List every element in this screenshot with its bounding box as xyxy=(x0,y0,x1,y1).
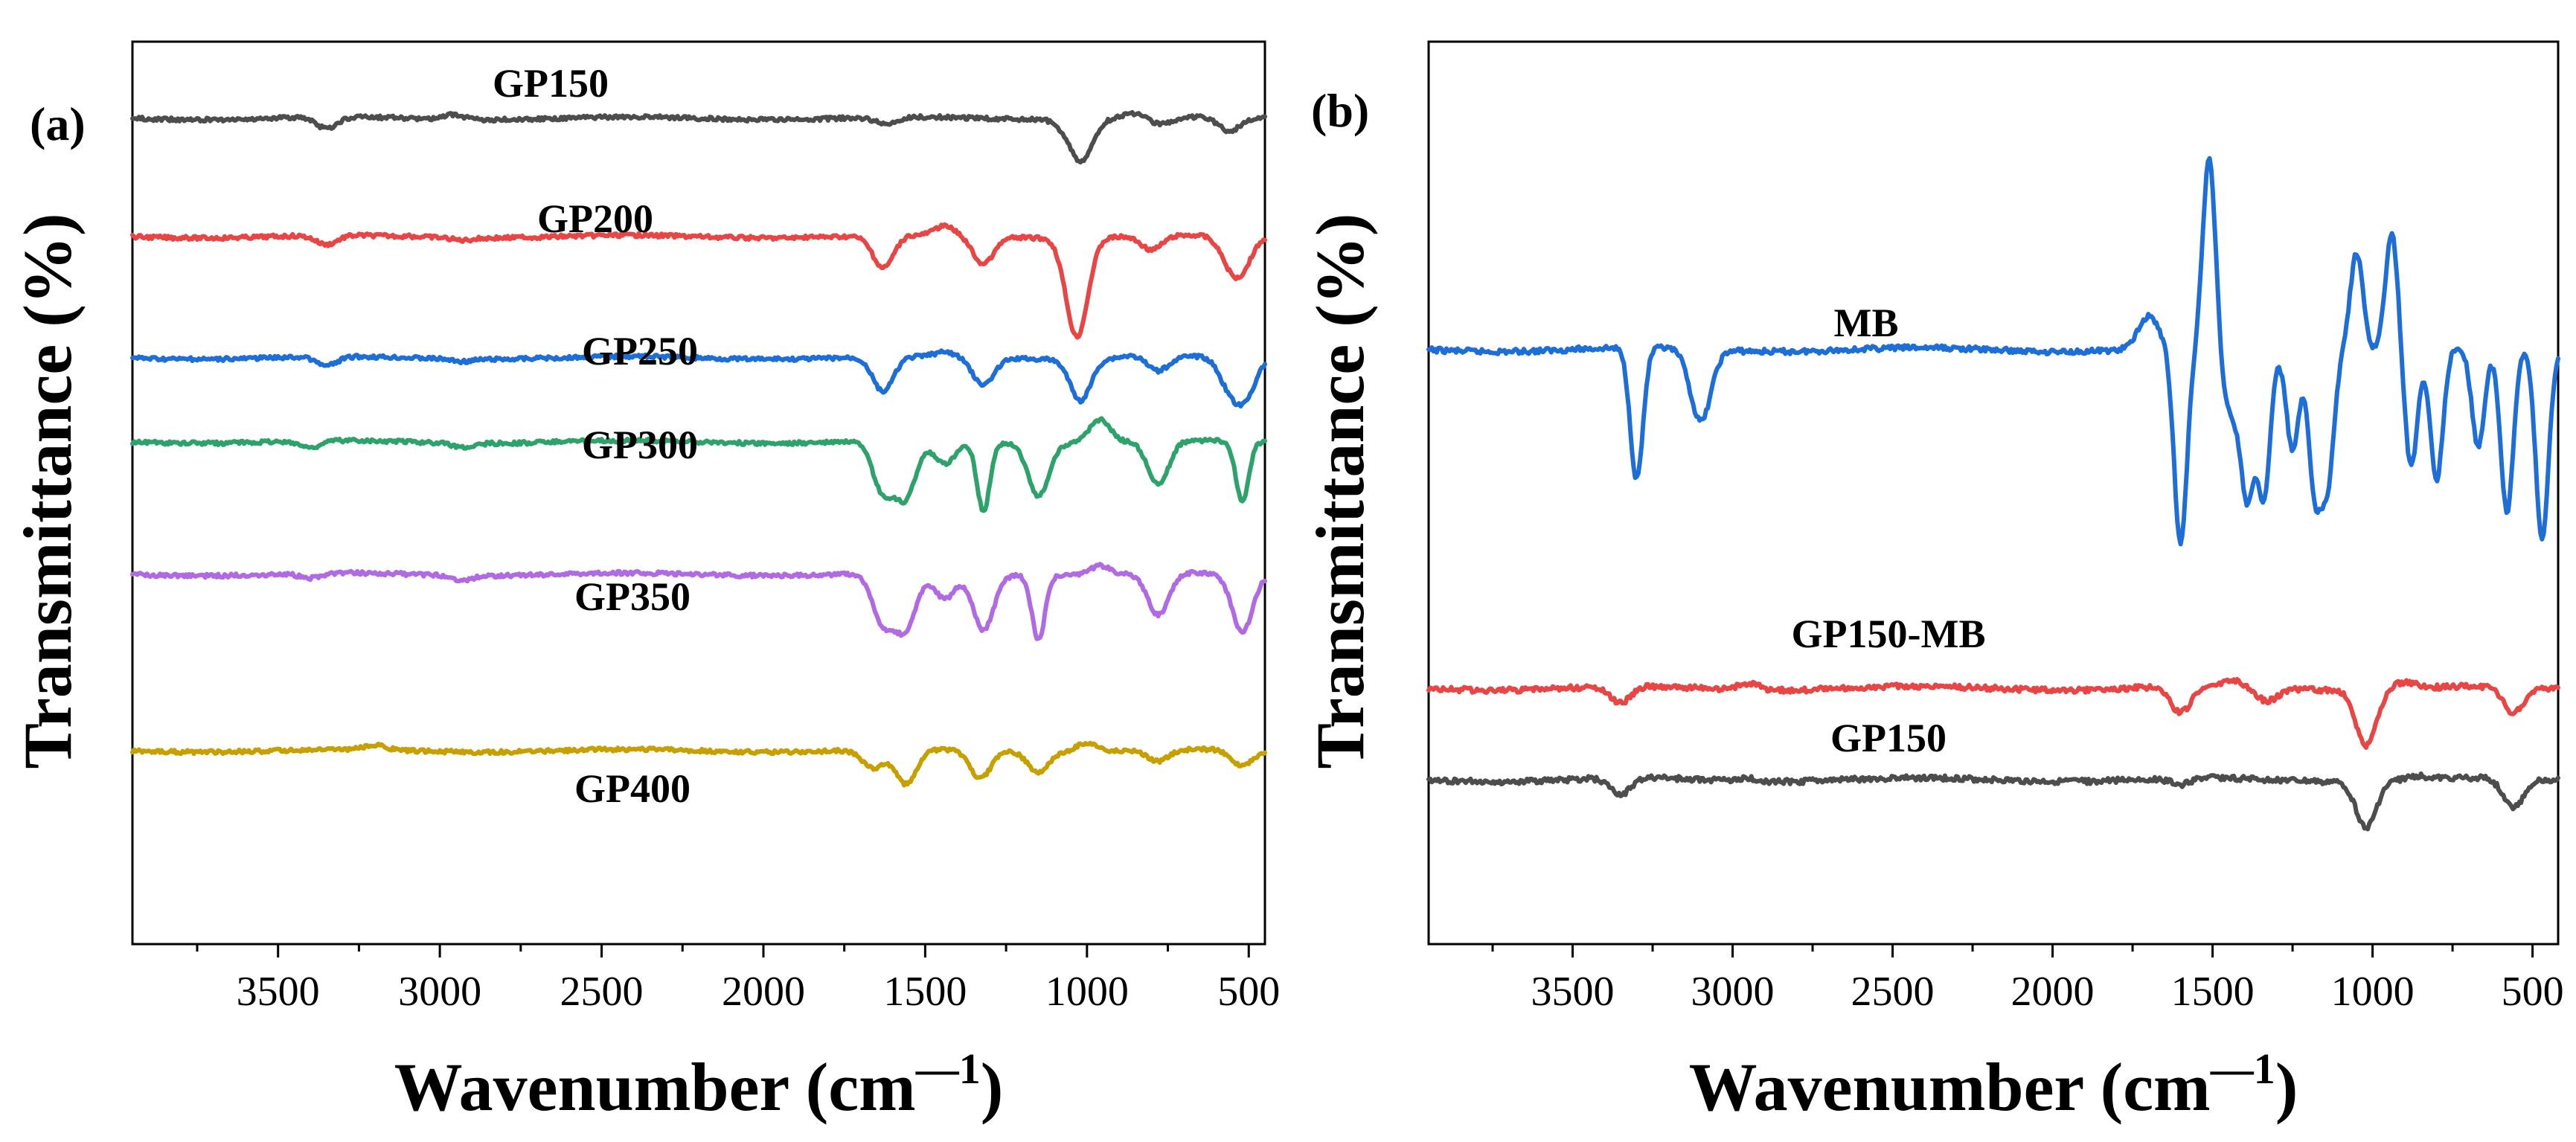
series-line-gp350 xyxy=(130,562,1267,641)
x-tick-label: 2500 xyxy=(1851,969,1935,1015)
series-label-mb: MB xyxy=(1834,301,1899,345)
series-label-gp150-a: GP150 xyxy=(493,61,609,106)
y-axis-title-b: Transmittance (%) xyxy=(1302,214,1378,769)
series-label-gp350: GP350 xyxy=(574,574,691,619)
panel-a: (a) 3500 3000 2500 2000 1500 1000 500 GP150 GP… xyxy=(10,40,1280,1125)
series-label-gp150-mb: GP150-MB xyxy=(1792,612,1986,656)
series-line-gp250 xyxy=(130,348,1267,409)
x-tick-label: 3500 xyxy=(237,969,320,1015)
x-tick-label: 1500 xyxy=(883,969,967,1015)
x-tick-label: 2000 xyxy=(2011,969,2095,1015)
y-axis-title-a: Transmittance (%) xyxy=(10,214,86,769)
x-tick-label: 2000 xyxy=(722,969,805,1015)
series-label-gp150-b: GP150 xyxy=(1830,716,1947,760)
plot-frame-a xyxy=(131,40,1266,946)
series-line-gp300 xyxy=(130,416,1267,513)
series-label-gp300: GP300 xyxy=(582,423,698,467)
series-line-gp150 xyxy=(1426,771,2560,832)
x-tick-label: 3000 xyxy=(1691,969,1775,1015)
x-tick-label: 3500 xyxy=(1531,969,1615,1015)
x-tick-label: 3000 xyxy=(398,969,481,1015)
x-axis-ticks-a: 3500 3000 2500 2000 1500 1000 500 xyxy=(196,944,1280,1015)
series-line-gp150 xyxy=(130,109,1267,165)
series-line-gp400 xyxy=(130,740,1267,788)
plot-frame-b xyxy=(1427,40,2560,946)
x-axis-ticks-b: 3500 3000 2500 2000 1500 1000 500 xyxy=(1491,944,2564,1015)
x-tick-label: 2500 xyxy=(560,969,644,1015)
series-line-gp150-mb xyxy=(1426,676,2560,750)
series-lines-b xyxy=(1426,155,2560,832)
series-label-gp200: GP200 xyxy=(537,196,653,241)
x-axis-title-b: Wavenumber (cm—1) xyxy=(1689,1045,2298,1125)
series-label-gp250: GP250 xyxy=(582,329,698,373)
panel-label-b: (b) xyxy=(1311,84,1369,137)
x-axis-title-a: Wavenumber (cm—1) xyxy=(394,1045,1004,1125)
panel-label-a: (a) xyxy=(30,97,86,150)
x-tick-label: 500 xyxy=(1217,969,1280,1015)
x-tick-label: 500 xyxy=(2502,969,2564,1015)
panel-b: (b) 3500 3000 2500 2000 1500 1000 500 MB GP150… xyxy=(1302,40,2564,1125)
series-lines-a xyxy=(130,109,1267,788)
series-line-mb xyxy=(1426,155,2560,547)
series-label-gp400: GP400 xyxy=(574,766,691,811)
series-line-gp200 xyxy=(130,222,1267,340)
x-tick-label: 1000 xyxy=(1045,969,1129,1015)
x-tick-label: 1500 xyxy=(2171,969,2255,1015)
x-tick-label: 1000 xyxy=(2331,969,2415,1015)
